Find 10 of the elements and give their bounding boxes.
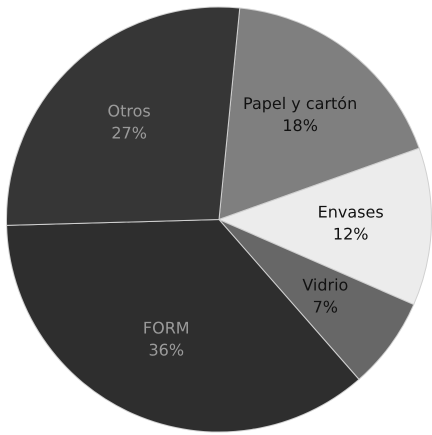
slice-label: Papel y cartón (243, 94, 358, 113)
slice-label: FORM (142, 318, 190, 338)
data-label: 36% (148, 340, 184, 360)
slice-label: Envases (318, 202, 384, 222)
slice-label: Vidrio (302, 275, 348, 294)
slice-label: Otros (108, 101, 151, 120)
data-label: 12% (332, 224, 368, 244)
data-label: 18% (282, 116, 318, 135)
data-label: 27% (111, 123, 147, 142)
data-label: 7% (312, 297, 338, 316)
